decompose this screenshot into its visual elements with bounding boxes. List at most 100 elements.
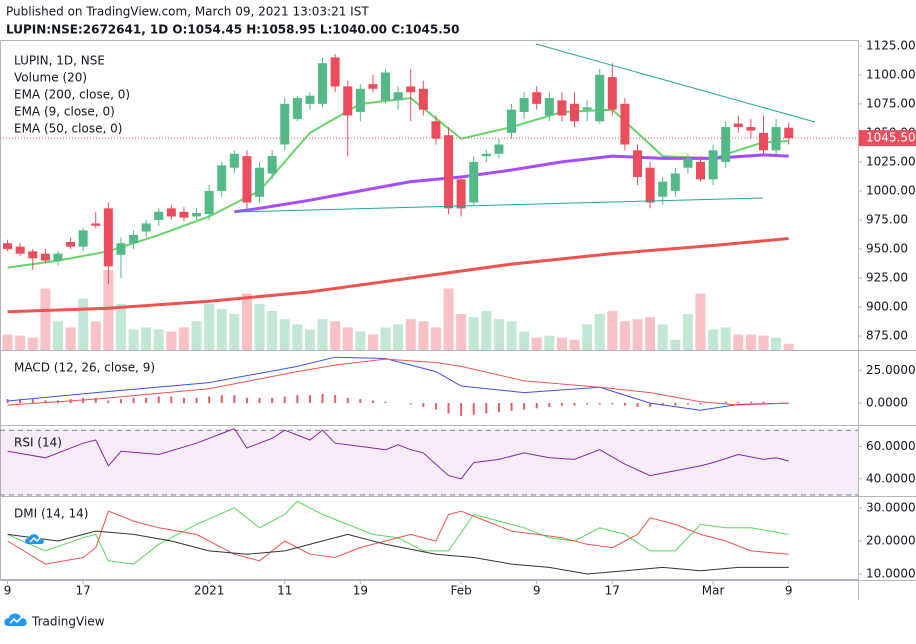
- volume-bar: [582, 324, 593, 350]
- volume-bar: [292, 324, 303, 350]
- macd-histogram-bar: [44, 400, 47, 404]
- macd-histogram-bar: [674, 403, 677, 406]
- candle-body: [255, 167, 265, 197]
- macd-histogram-bar: [31, 399, 34, 404]
- macd-histogram-bar: [19, 399, 22, 404]
- pane-title: MACD (12, 26, close, 9): [14, 361, 155, 375]
- volume-bar: [27, 337, 38, 350]
- candle-body: [582, 107, 592, 110]
- x-tick-label: 9: [4, 584, 12, 598]
- volume-bar: [405, 319, 416, 350]
- y-tick-label: 10.0000: [866, 567, 916, 581]
- volume-bar: [695, 293, 706, 350]
- indicator-line: [7, 358, 789, 406]
- macd-histogram-bar: [586, 403, 589, 405]
- macd-histogram-bar: [762, 401, 765, 404]
- candle-body: [670, 173, 680, 191]
- volume-bar: [254, 303, 265, 350]
- macd-histogram-bar: [220, 395, 223, 404]
- candle-body: [557, 100, 567, 116]
- last-price-label: 1045.50: [866, 131, 916, 145]
- macd-histogram-bar: [649, 403, 652, 407]
- macd-histogram-bar: [724, 401, 727, 404]
- volume-bar: [594, 314, 605, 350]
- volume-bar: [544, 335, 555, 350]
- candle-body: [418, 88, 428, 110]
- volume-bar: [367, 334, 378, 350]
- candle-body: [481, 153, 491, 157]
- candle-body: [217, 165, 227, 191]
- volume-bar: [355, 331, 366, 350]
- macd-histogram-bar: [245, 397, 248, 404]
- candle-body: [771, 127, 781, 151]
- volume-bar: [52, 321, 63, 350]
- volume-bar: [556, 337, 567, 350]
- y-tick-label: 950.00: [866, 241, 908, 255]
- candle-body: [28, 251, 38, 259]
- x-tick-label: 17: [605, 584, 620, 598]
- trend-line: [535, 43, 816, 123]
- legend-entry: EMA (50, close, 0): [14, 122, 122, 136]
- volume-bar: [330, 321, 341, 350]
- x-tick-label: 2021: [194, 584, 225, 598]
- candle-body: [683, 158, 693, 168]
- volume-bar: [708, 329, 719, 350]
- published-line: Published on TradingView.com, March 09, …: [6, 5, 369, 19]
- candle-body: [318, 63, 328, 104]
- macd-histogram-bar: [699, 403, 702, 405]
- candle-body: [129, 235, 139, 244]
- marks: 9 17 2021 11 19 Feb 9 17 Mar 9 875.00 900.00 925.00 9…: [0, 38, 916, 598]
- candle-body: [494, 144, 504, 154]
- macd-histogram-bar: [359, 399, 362, 404]
- volume-bar: [191, 321, 202, 350]
- candle-body: [444, 135, 454, 209]
- symbol-line: LUPIN:NSE:2672641, 1D O:1054.45 H:1058.9…: [6, 23, 459, 37]
- y-tick-label: 1025.00: [866, 154, 916, 168]
- macd-histogram-bar: [472, 403, 475, 415]
- indicator-line: [7, 510, 789, 565]
- candle-body: [141, 223, 151, 232]
- volume-bar: [493, 319, 504, 350]
- candle-body: [166, 208, 176, 217]
- candle-body: [696, 161, 706, 180]
- volume-bar: [103, 270, 114, 350]
- candle-body: [406, 86, 416, 93]
- candle-body: [519, 98, 529, 112]
- candle-body: [204, 190, 214, 215]
- macd-histogram-bar: [523, 403, 526, 410]
- footer-brand: TradingView: [31, 615, 105, 629]
- y-tick-label: 30.0000: [866, 500, 916, 514]
- macd-histogram-bar: [195, 397, 198, 404]
- y-tick-label: 25.0000: [866, 363, 916, 377]
- y-tick-label: 1000.00: [866, 183, 916, 197]
- candle-body: [305, 95, 315, 104]
- candle-body: [620, 103, 630, 145]
- macd-histogram-bar: [535, 403, 538, 409]
- volume-bar: [153, 329, 164, 350]
- macd-histogram-bar: [598, 403, 601, 405]
- candle-body: [721, 127, 731, 162]
- volume-bar: [380, 327, 391, 350]
- y-tick-label: 0.0000: [866, 396, 908, 410]
- y-tick-label: 20.0000: [866, 533, 916, 547]
- volume-bar: [456, 314, 467, 350]
- volume-bar: [304, 329, 315, 350]
- legend-entry: LUPIN, 1D, NSE: [14, 54, 105, 68]
- indicator-line: [7, 530, 789, 575]
- volume-bar: [733, 334, 744, 350]
- pane-title: DMI (14, 14): [14, 507, 88, 521]
- candle-body: [784, 127, 794, 139]
- volume-bar: [657, 324, 668, 350]
- y-tick-label: 60.0000: [866, 439, 916, 453]
- candle-body: [116, 243, 126, 255]
- macd-histogram-bar: [749, 401, 752, 404]
- volume-bar: [2, 334, 13, 350]
- candle-body: [595, 74, 605, 122]
- volume-bar: [229, 314, 240, 350]
- volume-bar: [519, 331, 530, 350]
- candle-body: [381, 72, 391, 101]
- volume-bar: [443, 288, 454, 350]
- macd-histogram-bar: [94, 397, 97, 404]
- macd-histogram-bar: [170, 396, 173, 404]
- macd-histogram-bar: [737, 401, 740, 404]
